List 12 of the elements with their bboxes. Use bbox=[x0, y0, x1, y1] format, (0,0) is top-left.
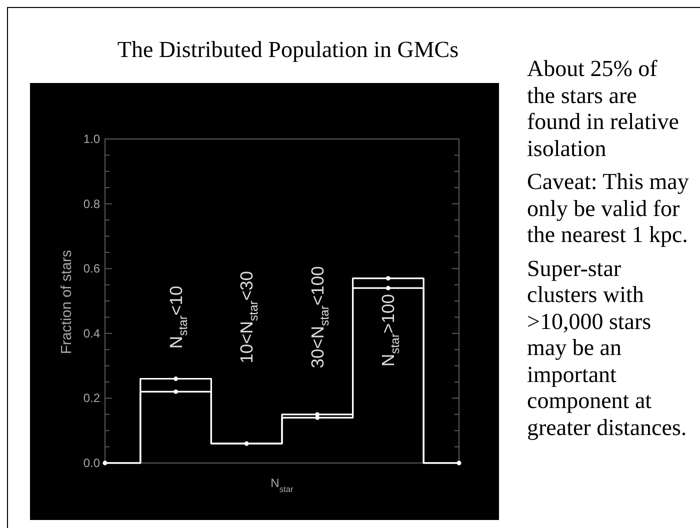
y-tick-label: 0.0 bbox=[83, 456, 100, 470]
text: Super-star clusters with >10,000 stars may be an important component at greater distances. bbox=[527, 256, 688, 441]
chart-title: The Distributed Population in GMCs bbox=[117, 37, 459, 62]
y-tick-label: 0.2 bbox=[83, 391, 100, 406]
x-axis-title: N$_{star}$ bbox=[270, 476, 294, 494]
text: Caveat: This may only be valid for the nearest 1 kpc. bbox=[527, 169, 690, 248]
y-tick-label: 0.8 bbox=[83, 196, 100, 211]
y-tick-label: 0.4 bbox=[83, 326, 100, 340]
y-tick-label: 0.6 bbox=[83, 262, 100, 276]
text: About 25% of the stars are found in relative isolation bbox=[527, 56, 680, 162]
y-axis-title: Fraction of stars bbox=[59, 250, 75, 354]
y-tick-label: 1.0 bbox=[83, 132, 100, 146]
